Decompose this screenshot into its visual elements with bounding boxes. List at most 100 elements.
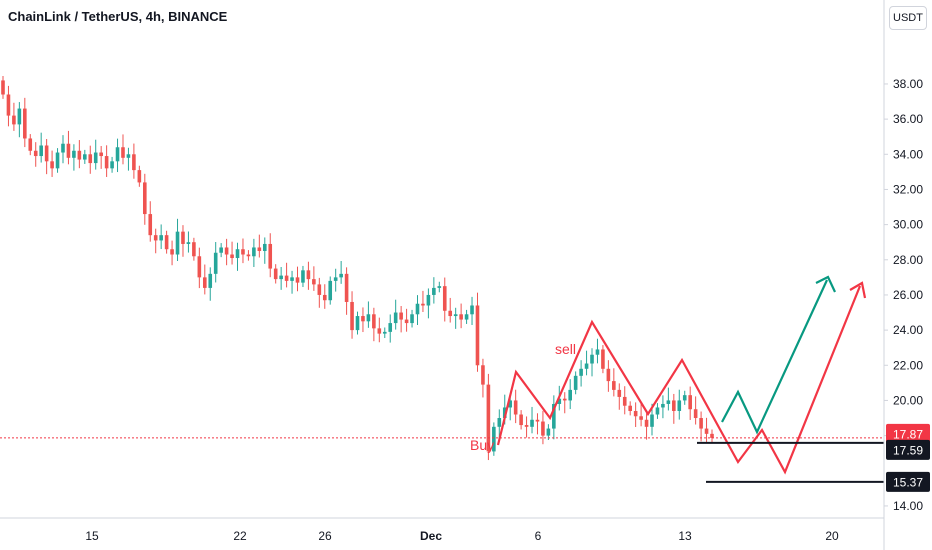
candle-body	[306, 270, 311, 280]
candle-body	[61, 143, 65, 153]
candle	[23, 97, 27, 148]
candle	[393, 299, 398, 330]
price-tick-label: 26.00	[893, 288, 923, 302]
candle-body	[77, 150, 82, 160]
candle-body	[492, 426, 496, 452]
candle	[137, 165, 142, 187]
candle	[481, 358, 485, 398]
price-label-text: 15.37	[893, 475, 923, 489]
candle-body	[672, 400, 676, 411]
candle	[710, 429, 714, 443]
candle-body	[617, 389, 622, 397]
candle-body	[39, 145, 43, 157]
candle-body	[99, 152, 103, 157]
candle	[197, 247, 202, 289]
candle-body	[132, 154, 136, 171]
price-tick-label: 28.00	[893, 253, 923, 267]
candle-body	[415, 303, 420, 315]
candle-body	[399, 312, 403, 320]
candle	[486, 373, 491, 461]
candle	[513, 389, 518, 424]
price-tick-label: 36.00	[893, 112, 923, 126]
candle	[290, 270, 294, 294]
price-tick-label: 14.00	[893, 499, 923, 513]
candle	[682, 390, 687, 405]
candle-body	[262, 243, 267, 251]
time-tick-label: 15	[85, 529, 99, 543]
currency-selector[interactable]: USDT	[889, 6, 927, 30]
candle	[235, 242, 240, 271]
candle	[437, 281, 442, 293]
candle	[295, 266, 300, 292]
price-axis[interactable]: 38.00 36.00 34.00 32.00 30.00 28.00 26.00 24.00…	[883, 0, 923, 550]
candle-body	[55, 152, 60, 169]
candle-body	[175, 231, 180, 255]
candle-body	[17, 108, 22, 125]
candle	[175, 218, 180, 262]
candle-body	[502, 407, 507, 419]
price-tick-label: 30.00	[893, 218, 923, 232]
candle-body	[442, 286, 447, 311]
sell-annotation: sell	[555, 341, 576, 357]
candle-body	[104, 156, 109, 169]
candle-body	[295, 277, 300, 283]
candle-body	[257, 247, 262, 251]
price-tick-label: 32.00	[893, 182, 923, 196]
candle	[306, 261, 311, 290]
price-label-text: 17.87	[893, 427, 923, 441]
candle-body	[601, 349, 605, 369]
candle-body	[644, 419, 649, 427]
candle	[77, 140, 82, 169]
candle-body	[557, 398, 562, 404]
candle	[622, 386, 627, 415]
candle	[661, 395, 665, 419]
candle	[350, 291, 354, 339]
candle-body	[682, 395, 687, 401]
candle-body	[421, 303, 425, 306]
candle-body	[710, 433, 714, 438]
candle	[475, 292, 480, 372]
candle-body	[137, 170, 142, 183]
candle-body	[377, 328, 382, 334]
candle-body	[464, 314, 469, 320]
candle-body	[339, 273, 343, 278]
candle	[230, 241, 234, 265]
candle-body	[546, 428, 551, 436]
candle	[246, 250, 251, 261]
candle-body	[350, 301, 354, 331]
candle-body	[322, 294, 327, 301]
level-price-label: 15.37	[886, 471, 930, 492]
candle	[104, 145, 109, 177]
time-tick-label: 26	[318, 529, 332, 543]
candle	[677, 389, 682, 420]
price-label-text: 17.59	[893, 443, 923, 457]
candle-body	[50, 161, 54, 169]
candle-body	[164, 235, 169, 250]
price-tick-label: 24.00	[893, 323, 923, 337]
candle-body	[170, 249, 174, 255]
candle	[301, 265, 305, 288]
candle	[28, 134, 33, 156]
candle	[612, 368, 616, 397]
candle	[6, 85, 11, 127]
candle-body	[328, 280, 333, 301]
candle-body	[284, 275, 289, 281]
candle-body	[361, 316, 365, 322]
candle-body	[181, 231, 185, 244]
candle	[492, 422, 496, 456]
time-axis[interactable]: 15 22 26 Dec 6 13 20	[0, 517, 884, 543]
candle-body	[693, 409, 698, 419]
time-tick-label: 6	[535, 529, 542, 543]
candle	[453, 307, 458, 329]
candle-body	[481, 365, 485, 385]
candle-body	[83, 154, 87, 160]
candle	[17, 102, 22, 138]
candle	[562, 392, 567, 414]
candle	[448, 297, 453, 323]
candle-body	[268, 243, 273, 269]
candle-body	[148, 214, 153, 236]
candle-body	[595, 349, 600, 355]
candle	[99, 146, 103, 169]
candle	[644, 413, 649, 440]
